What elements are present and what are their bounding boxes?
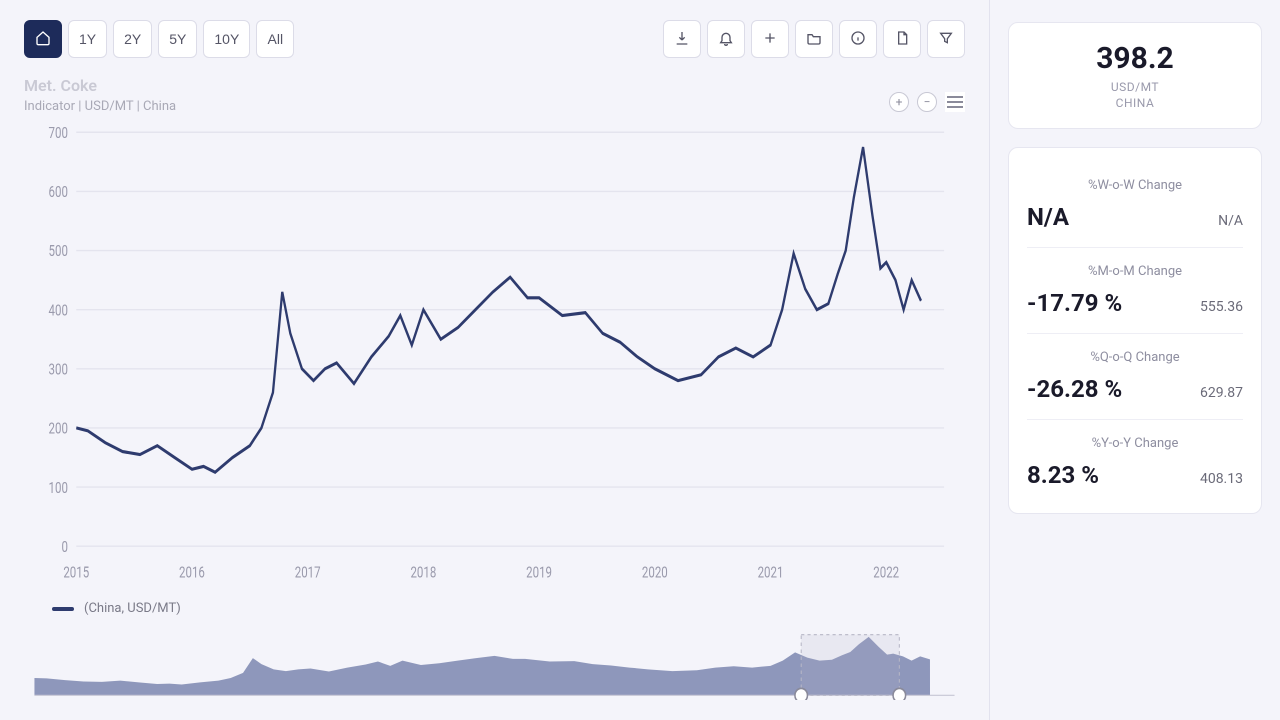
change-ref: 629.87	[1200, 385, 1243, 401]
change-label: %M-o-M Change	[1027, 264, 1243, 279]
price-line-chart[interactable]: 0 100 200 300 400 500 600 700 2015 2016 2017 2018 20…	[24, 118, 965, 589]
filter-button[interactable]	[927, 20, 965, 58]
range-brush[interactable]	[24, 630, 965, 700]
change-pct: -26.28 %	[1027, 375, 1122, 403]
home-icon	[35, 30, 51, 49]
change-row-qoq: %Q-o-Q Change -26.28 % 629.87	[1027, 334, 1243, 420]
svg-text:2019: 2019	[526, 564, 552, 582]
plus-icon	[762, 30, 778, 49]
chart-mini-tools: + −	[24, 92, 965, 112]
price-unit: USD/MT	[1027, 80, 1243, 94]
bell-icon	[718, 30, 734, 49]
change-ref: 408.13	[1200, 471, 1243, 487]
svg-text:300: 300	[49, 361, 68, 379]
range-1y-button[interactable]: 1Y	[68, 20, 107, 58]
zoom-in-icon[interactable]: +	[889, 92, 909, 112]
svg-text:200: 200	[49, 420, 68, 438]
info-button[interactable]	[839, 20, 877, 58]
chart-area: 0 100 200 300 400 500 600 700 2015 2016 2017 2018 20…	[24, 118, 965, 589]
svg-text:2022: 2022	[873, 564, 899, 582]
range-5y-button[interactable]: 5Y	[158, 20, 197, 58]
price-value: 398.2	[1027, 41, 1243, 76]
svg-text:100: 100	[49, 479, 68, 497]
info-icon	[850, 30, 866, 49]
change-label: %W-o-W Change	[1027, 178, 1243, 193]
brush-area-wrap	[24, 630, 965, 700]
change-pct: N/A	[1027, 203, 1069, 231]
range-buttons: 1Y 2Y 5Y 10Y All	[24, 20, 294, 58]
main-panel: 1Y 2Y 5Y 10Y All Met. Coke Indicator | U…	[0, 0, 990, 720]
change-row-wow: %W-o-W Change N/A N/A	[1027, 162, 1243, 248]
document-button[interactable]	[883, 20, 921, 58]
change-ref: N/A	[1218, 213, 1243, 229]
chart-legend: (China, USD/MT)	[52, 601, 965, 616]
download-icon	[674, 30, 690, 49]
change-label: %Y-o-Y Change	[1027, 436, 1243, 451]
toolbar: 1Y 2Y 5Y 10Y All	[24, 20, 965, 58]
svg-text:0: 0	[61, 538, 67, 556]
zoom-out-icon[interactable]: −	[917, 92, 937, 112]
price-card: 398.2 USD/MT CHINA	[1008, 22, 1262, 129]
legend-swatch	[52, 607, 74, 611]
side-panel: 398.2 USD/MT CHINA %W-o-W Change N/A N/A…	[990, 0, 1280, 720]
svg-text:2016: 2016	[179, 564, 205, 582]
change-row-yoy: %Y-o-Y Change 8.23 % 408.13	[1027, 420, 1243, 505]
svg-text:2018: 2018	[410, 564, 436, 582]
plus-button[interactable]	[751, 20, 789, 58]
legend-label: (China, USD/MT)	[84, 601, 181, 616]
changes-card: %W-o-W Change N/A N/A %M-o-M Change -17.…	[1008, 147, 1262, 514]
filter-icon	[938, 30, 954, 49]
action-buttons	[663, 20, 965, 58]
folder-button[interactable]	[795, 20, 833, 58]
document-icon	[894, 30, 910, 49]
price-region: CHINA	[1027, 96, 1243, 110]
home-button[interactable]	[24, 20, 62, 58]
download-button[interactable]	[663, 20, 701, 58]
svg-text:600: 600	[49, 183, 68, 201]
range-all-button[interactable]: All	[256, 20, 294, 58]
change-ref: 555.36	[1200, 299, 1243, 315]
change-pct: 8.23 %	[1027, 461, 1099, 489]
range-10y-button[interactable]: 10Y	[203, 20, 250, 58]
change-row-mom: %M-o-M Change -17.79 % 555.36	[1027, 248, 1243, 334]
change-pct: -17.79 %	[1027, 289, 1122, 317]
svg-text:2015: 2015	[63, 564, 89, 582]
svg-text:2017: 2017	[295, 564, 321, 582]
svg-text:500: 500	[49, 243, 68, 261]
range-2y-button[interactable]: 2Y	[113, 20, 152, 58]
folder-icon	[806, 30, 822, 49]
chart-menu-icon[interactable]	[945, 92, 965, 112]
change-label: %Q-o-Q Change	[1027, 350, 1243, 365]
svg-text:700: 700	[49, 124, 68, 142]
svg-text:2021: 2021	[758, 564, 784, 582]
svg-text:2020: 2020	[642, 564, 668, 582]
svg-text:400: 400	[49, 302, 68, 320]
bell-button[interactable]	[707, 20, 745, 58]
